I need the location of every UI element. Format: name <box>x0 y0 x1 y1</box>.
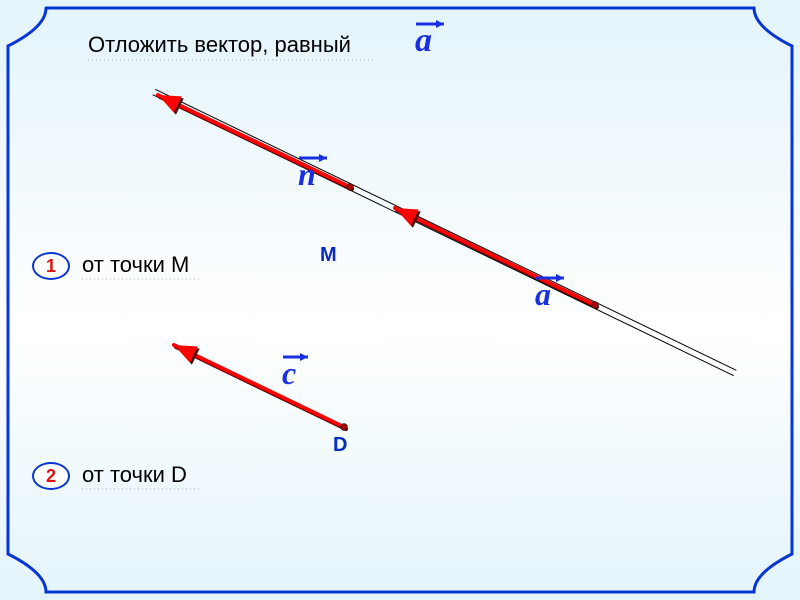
step-text-2: от точки D <box>82 462 187 488</box>
vector-label-a: а <box>535 276 551 313</box>
diagram-canvas: Отложить вектор, равный а 1 от точки М 2 от т… <box>0 0 800 600</box>
point-label-M: М <box>320 244 337 267</box>
point-label-D: D <box>333 434 347 457</box>
step-badge-1: 1 <box>32 252 70 280</box>
step-text-1: от точки М <box>82 252 189 278</box>
title-text: Отложить вектор, равный <box>88 32 351 58</box>
step-badge-2: 2 <box>32 462 70 490</box>
title-vector-a: а <box>415 22 432 60</box>
vector-label-n: n <box>298 156 316 193</box>
vector-label-c: с <box>282 355 296 392</box>
